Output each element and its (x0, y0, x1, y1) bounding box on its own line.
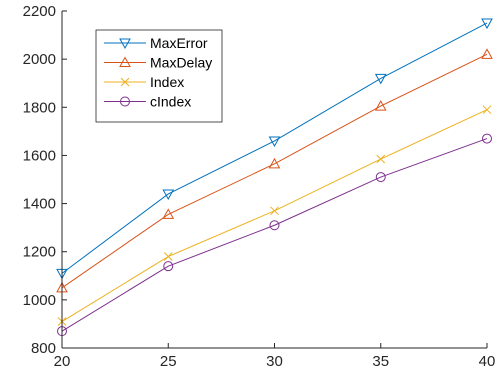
marker-stroke (120, 77, 130, 87)
legend-label-cindex: cIndex (150, 94, 191, 110)
legend-item-cindex: cIndex (104, 94, 191, 110)
data-point-maxdelay (162, 208, 175, 219)
marker-stroke (163, 252, 173, 261)
data-point-maxerror (268, 136, 281, 148)
legend-item-maxerror: MaxError (104, 35, 208, 51)
legend-marker-maxerror (119, 38, 131, 50)
y-tick-label: 1600 (23, 147, 56, 164)
series-cindex (57, 133, 492, 337)
legend-label-maxerror: MaxError (150, 35, 208, 51)
x-tick-label: 35 (372, 353, 389, 370)
data-point-maxerror (374, 73, 387, 85)
y-tick-label: 1200 (23, 244, 56, 261)
data-point-maxerror (481, 18, 493, 30)
data-point-cindex (482, 133, 492, 144)
legend-item-index: Index (104, 74, 184, 90)
marker-stroke (270, 206, 279, 216)
data-point-maxdelay (374, 100, 387, 111)
series-line-maxerror (61, 22, 488, 274)
legend-box (95, 29, 223, 123)
data-point-index (482, 105, 492, 115)
series-line-cindex (61, 138, 488, 332)
data-point-maxerror (162, 189, 175, 200)
y-tick-label: 1000 (23, 292, 56, 309)
legend-marker-index (120, 77, 130, 87)
x-tick-label: 20 (54, 353, 71, 370)
data-point-cindex (163, 261, 174, 272)
legend-marker-cindex (120, 96, 130, 107)
series-layer (56, 18, 493, 337)
axes: 20 25 30 35 40 800 1000 1200 1400 1600 1800 2000 220… (23, 3, 496, 370)
legend: MaxError MaxDelay Index cIndex (95, 29, 223, 123)
data-point-maxdelay (481, 48, 493, 59)
x-tick-label: 25 (160, 353, 177, 370)
y-tick-label: 1800 (23, 99, 56, 116)
legend-marker-maxdelay (119, 56, 131, 67)
y-tick-label: 2200 (23, 3, 56, 20)
marker-stroke (376, 154, 386, 164)
legend-item-maxdelay: MaxDelay (104, 55, 212, 71)
y-tick-label: 2000 (23, 51, 56, 68)
series-line-maxdelay (61, 53, 488, 289)
data-point-cindex (375, 172, 386, 183)
data-point-index (376, 154, 386, 164)
data-point-maxdelay (268, 157, 281, 169)
marker-stroke (482, 105, 492, 115)
x-tick-label: 40 (479, 353, 496, 370)
x-tick-label: 30 (266, 353, 283, 370)
y-tick-label: 1400 (23, 196, 56, 213)
legend-label-index: Index (150, 74, 184, 90)
y-tick-label: 800 (31, 340, 56, 357)
data-point-index (163, 252, 173, 261)
data-point-cindex (269, 220, 280, 231)
legend-label-maxdelay: MaxDelay (150, 55, 212, 71)
data-point-index (270, 206, 279, 216)
